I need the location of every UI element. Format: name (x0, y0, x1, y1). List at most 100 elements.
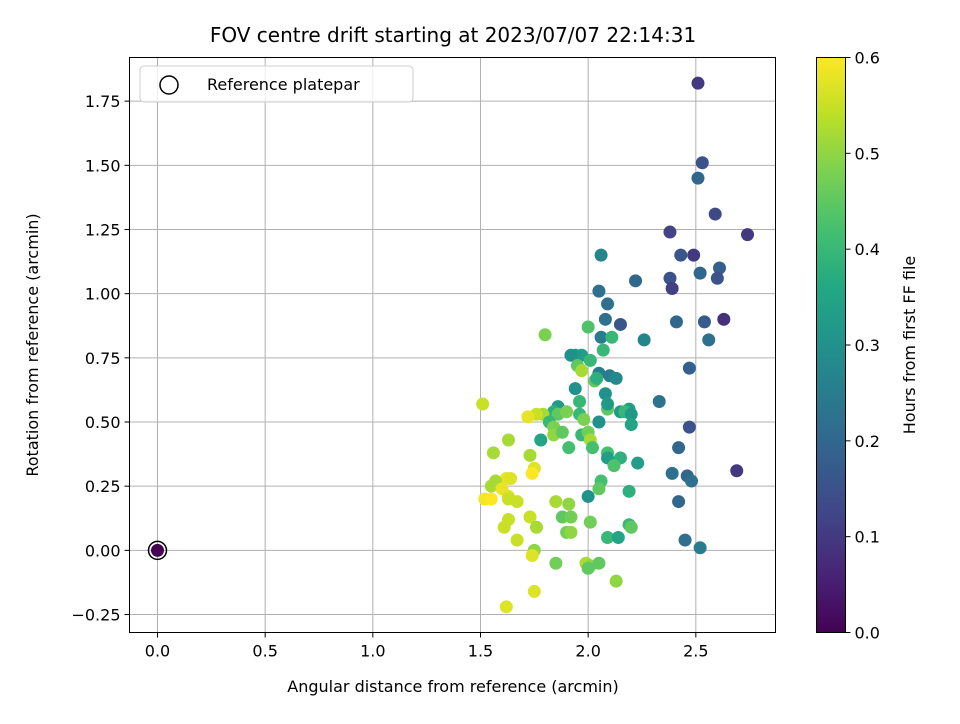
data-point (560, 405, 574, 419)
data-point (523, 510, 537, 524)
data-point (594, 330, 608, 344)
data-point (564, 525, 578, 539)
data-point (510, 533, 524, 547)
data-point (665, 466, 679, 480)
y-tick-label: −0.25 (71, 606, 120, 625)
data-point (581, 561, 595, 575)
data-point (624, 418, 638, 432)
data-point (685, 474, 699, 488)
colorbar-tick-label: 0.2 (855, 432, 880, 451)
data-point (605, 330, 619, 344)
y-tick-label: 0.00 (85, 541, 121, 560)
data-point (577, 412, 591, 426)
colorbar-tick-label: 0.1 (855, 528, 880, 547)
data-point (674, 248, 688, 262)
data-point (691, 171, 705, 185)
chart-title: FOV centre drift starting at 2023/07/07 … (210, 23, 696, 47)
data-point (573, 394, 587, 408)
data-point (581, 320, 595, 334)
legend-marker (159, 75, 179, 95)
data-point (497, 520, 511, 534)
x-tick-label: 1.5 (468, 642, 493, 661)
legend: Reference platepar (139, 65, 414, 103)
data-point (562, 497, 576, 511)
data-point (682, 420, 696, 434)
data-point (693, 541, 707, 555)
x-tick-label: 0.0 (145, 642, 170, 661)
data-point (484, 492, 498, 506)
data-points (147, 76, 755, 614)
data-point (150, 543, 164, 557)
data-point (501, 433, 515, 447)
colorbar-tick-label: 0.3 (855, 336, 880, 355)
data-point (663, 225, 677, 239)
data-point (678, 533, 692, 547)
y-axis-title: Rotation from reference (arcmin) (23, 213, 42, 476)
data-point (601, 397, 615, 411)
colorbar-tick-label: 0.6 (855, 49, 880, 68)
y-tick-label: 0.25 (85, 477, 121, 496)
legend-label: Reference platepar (207, 75, 360, 94)
x-tick-label: 2.5 (683, 642, 708, 661)
data-point (585, 441, 599, 455)
x-axis-title: Angular distance from reference (arcmin) (287, 677, 618, 696)
data-point (504, 471, 518, 485)
y-tick-label: 0.50 (85, 413, 121, 432)
data-point (652, 394, 666, 408)
data-point (622, 484, 636, 498)
data-point (607, 459, 621, 473)
x-tick-label: 2.0 (575, 642, 600, 661)
data-point (609, 574, 623, 588)
data-point (594, 248, 608, 262)
data-point (631, 456, 645, 470)
data-point (629, 274, 643, 288)
data-point (730, 464, 744, 478)
data-point (523, 448, 537, 462)
data-point (525, 548, 539, 562)
colorbar-tick-label: 0.5 (855, 144, 880, 163)
data-point (525, 466, 539, 480)
data-point (529, 520, 543, 534)
data-point (693, 266, 707, 280)
data-point (549, 495, 563, 509)
data-point (687, 248, 701, 262)
data-point (510, 495, 524, 509)
data-point (697, 315, 711, 329)
x-tick-label: 0.5 (252, 642, 277, 661)
data-point (596, 343, 610, 357)
data-point (669, 315, 683, 329)
data-point (549, 556, 563, 570)
data-point (609, 371, 623, 385)
data-point (672, 495, 686, 509)
y-tick-label: 1.50 (85, 156, 121, 175)
legend-box (139, 65, 414, 103)
plot-area (129, 57, 776, 633)
data-point (592, 556, 606, 570)
data-point (486, 446, 500, 460)
data-point (499, 600, 513, 614)
data-point (575, 364, 589, 378)
y-tick-label: 1.00 (85, 285, 121, 304)
data-point (672, 441, 686, 455)
data-point (598, 387, 612, 401)
data-point (702, 333, 716, 347)
data-point (695, 156, 709, 170)
plot-frame (129, 57, 776, 633)
y-tick-label: 1.25 (85, 220, 121, 239)
data-point (665, 282, 679, 296)
data-point (710, 271, 724, 285)
data-point (611, 531, 625, 545)
data-point (581, 489, 595, 503)
data-point (708, 207, 722, 221)
data-point (624, 407, 638, 421)
data-point (717, 312, 731, 326)
data-point (562, 441, 576, 455)
colorbar-title: Hours from first FF file (900, 256, 919, 435)
data-point (484, 479, 498, 493)
axis-ticks: 0.0 0.5 1.0 1.5 2.0 2.5 −0.25 0.00 0.25 0.50 0.75 1… (71, 92, 708, 660)
data-point (568, 382, 582, 396)
colorbar-ticks: 0.0 0.1 0.2 0.3 0.4 0.5 0.6 (845, 49, 880, 643)
data-point (691, 76, 705, 90)
